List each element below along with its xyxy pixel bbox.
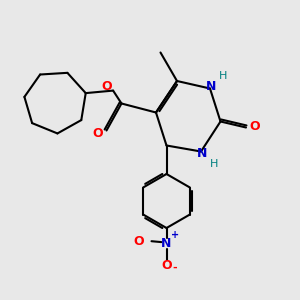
Text: O: O [101,80,112,94]
Text: O: O [161,259,172,272]
Text: N: N [161,237,172,250]
Text: -: - [172,263,177,273]
Text: H: H [218,71,227,81]
Text: O: O [93,127,104,140]
Text: +: + [171,230,179,240]
Text: O: O [133,235,144,248]
Text: N: N [206,80,216,93]
Text: H: H [209,159,218,169]
Text: N: N [197,147,207,161]
Text: O: O [249,120,260,134]
